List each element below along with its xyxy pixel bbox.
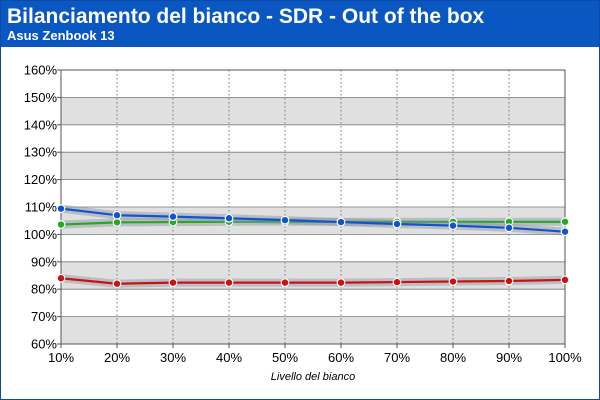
plot-band (61, 289, 565, 317)
series-point (336, 217, 346, 227)
series-point (112, 210, 122, 220)
series-point (56, 220, 66, 229)
series-point (448, 277, 458, 286)
plot-band (61, 152, 565, 180)
plot-band (61, 179, 565, 207)
chart-title: Bilanciamento del bianco - SDR - Out of … (7, 5, 485, 28)
chart-subtitle: Asus Zenbook 13 (7, 28, 115, 43)
x-tick-label: 50% (272, 350, 298, 365)
y-tick-label: 60% (31, 337, 57, 352)
x-tick-label: 20% (104, 350, 130, 365)
tick-labels: 60% 70% 80% 90% 100% 110% 120% 130% 140% 150% 160%… (24, 63, 582, 366)
series-point (168, 212, 178, 221)
y-tick-label: 110% (25, 200, 58, 215)
series-line (60, 207, 566, 233)
series-point (112, 279, 122, 289)
plot-band (61, 261, 565, 290)
series-group (56, 204, 570, 237)
y-tick-label: 130% (24, 145, 58, 160)
series-point (56, 204, 66, 214)
series-point (224, 278, 234, 288)
series-point (280, 278, 290, 288)
series-point (112, 217, 122, 227)
y-tick-label: 80% (31, 282, 57, 297)
x-tick-label: 70% (384, 350, 410, 365)
series-point (560, 227, 570, 237)
plot-series (56, 204, 570, 289)
series-group (56, 273, 570, 289)
y-tick-label: 140% (24, 117, 58, 132)
x-tick-label: 90% (496, 350, 522, 365)
series-point (560, 217, 570, 227)
series-line (60, 277, 566, 285)
series-point (504, 276, 514, 286)
y-tick-label: 120% (24, 172, 58, 187)
series-point (56, 273, 66, 283)
y-tick-label: 150% (24, 90, 58, 105)
plot-band (61, 316, 565, 344)
series-point (392, 219, 402, 229)
series-point (560, 275, 570, 285)
plot-band (61, 124, 565, 153)
plot-bands (61, 70, 565, 344)
series-point (168, 278, 178, 288)
line-chart: 60% 70% 80% 90% 100% 110% 120% 130% 140% 150% 160%… (24, 63, 582, 384)
y-tick-label: 90% (31, 254, 57, 269)
x-tick-label: 80% (440, 350, 466, 365)
series-point (336, 278, 346, 288)
series-point (504, 223, 514, 233)
chart-header: Bilanciamento del bianco - SDR - Out of … (1, 1, 599, 47)
x-tick-label: 60% (328, 350, 354, 365)
plot-band (61, 70, 565, 98)
y-tick-label: 70% (31, 309, 57, 324)
x-tick-label: 30% (160, 350, 186, 365)
series-point (448, 221, 458, 231)
x-axis-label: Livello del bianco (271, 371, 355, 383)
x-tick-label: 10% (48, 350, 74, 365)
series-point (392, 277, 402, 287)
plot-band (61, 234, 565, 262)
series-point (224, 213, 234, 223)
plot-band (61, 97, 565, 125)
y-tick-label: 160% (24, 63, 58, 78)
y-tick-label: 100% (24, 227, 58, 242)
x-tick-label: 40% (216, 350, 242, 365)
x-tick-label: 100% (548, 350, 582, 365)
series-point (280, 215, 290, 225)
